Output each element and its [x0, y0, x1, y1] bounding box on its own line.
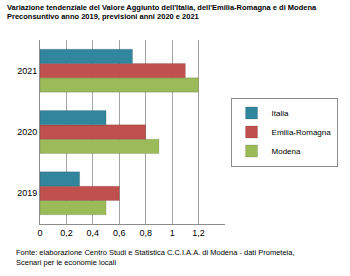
svg-text:Modena: Modena — [272, 147, 301, 156]
svg-text:0,2: 0,2 — [60, 228, 73, 238]
svg-text:Variazione tendenziale del Val: Variazione tendenziale del Valore Aggiun… — [7, 3, 317, 22]
svg-text:2020: 2020 — [17, 127, 37, 137]
svg-text:Italia: Italia — [272, 109, 289, 118]
svg-text:2021: 2021 — [17, 66, 37, 76]
svg-text:Fonte: elaborazione Centro Stu: Fonte: elaborazione Centro Studi e Stati… — [16, 248, 294, 267]
svg-text:0: 0 — [37, 228, 42, 238]
svg-text:0,6: 0,6 — [113, 228, 126, 238]
svg-text:1,2: 1,2 — [192, 228, 205, 238]
svg-text:Emilia-Romagna: Emilia-Romagna — [272, 128, 332, 137]
svg-text:2019: 2019 — [17, 188, 37, 198]
svg-text:1: 1 — [170, 228, 175, 238]
svg-text:0,8: 0,8 — [139, 228, 152, 238]
svg-text:0,4: 0,4 — [87, 228, 100, 238]
